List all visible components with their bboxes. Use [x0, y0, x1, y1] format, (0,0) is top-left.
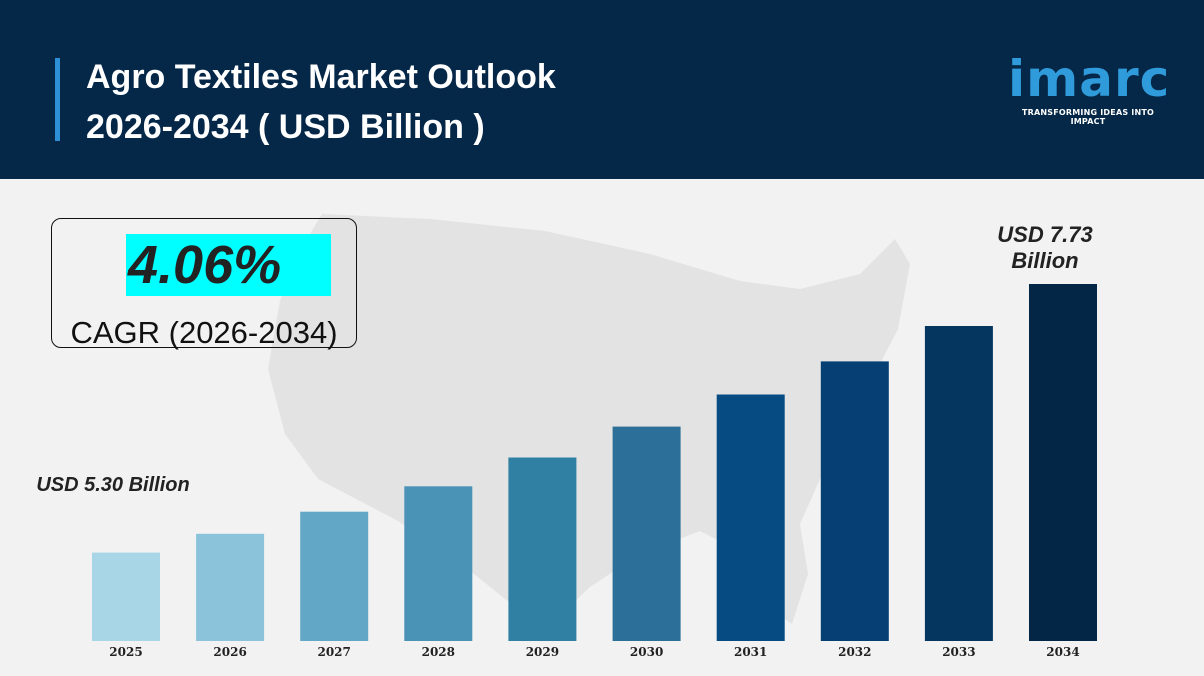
cagr-box: 4.06% CAGR (2026-2034) — [51, 218, 357, 350]
x-tick-label-2030: 2030 — [630, 645, 663, 659]
x-tick-label-2027: 2027 — [317, 645, 350, 659]
bar-2031 — [716, 394, 785, 641]
bar-2028 — [404, 486, 473, 641]
bar-2032 — [820, 361, 889, 641]
x-tick-label-2029: 2029 — [526, 645, 559, 659]
bar-2025 — [92, 552, 160, 641]
bar-2029 — [508, 457, 577, 641]
bar-2030 — [612, 426, 681, 641]
x-tick-label-2026: 2026 — [213, 645, 246, 659]
page-title: Agro Textiles Market Outlook 2026-2034 (… — [86, 52, 556, 152]
x-tick-label-2028: 2028 — [422, 645, 455, 659]
bar-2034 — [1029, 284, 1097, 641]
imarc-logo: imarc TRANSFORMING IDEAS INTO IMPACT — [1008, 50, 1171, 126]
start-value-callout: USD 5.30 Billion — [36, 474, 190, 496]
x-tick-label-2032: 2032 — [838, 645, 871, 659]
logo-tagline: TRANSFORMING IDEAS INTO IMPACT — [1021, 108, 1155, 126]
bar-2027 — [300, 511, 369, 641]
end-value-callout: USD 7.73 Billion — [980, 222, 1110, 274]
title-line-2: 2026-2034 ( USD Billion ) — [86, 108, 485, 146]
bar-2026 — [196, 533, 265, 641]
logo-wordmark: imarc — [1008, 50, 1171, 108]
end-callout-line-1: USD 7.73 — [997, 222, 1093, 247]
header-banner: Agro Textiles Market Outlook 2026-2034 (… — [0, 0, 1204, 179]
cagr-value: 4.06% — [126, 234, 331, 296]
cagr-label: CAGR (2026-2034) — [70, 315, 338, 350]
title-accent-bar — [55, 58, 60, 141]
x-tick-label-2025: 2025 — [109, 645, 142, 659]
end-callout-line-2: Billion — [1011, 248, 1079, 273]
x-tick-label-2031: 2031 — [734, 645, 767, 659]
x-tick-label-2034: 2034 — [1046, 645, 1079, 659]
bar-2033 — [924, 326, 993, 641]
x-tick-label-2033: 2033 — [942, 645, 975, 659]
title-line-1: Agro Textiles Market Outlook — [86, 58, 556, 96]
